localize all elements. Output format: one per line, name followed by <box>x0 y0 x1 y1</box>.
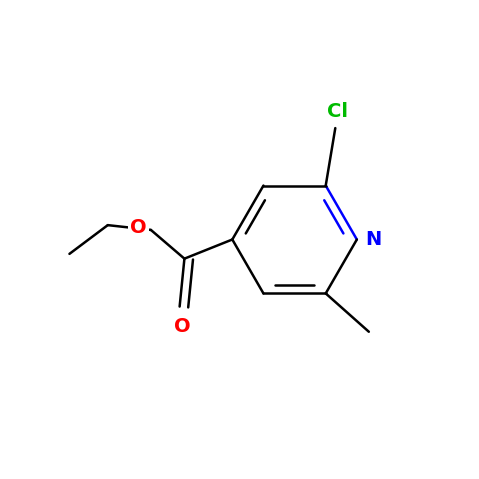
Text: O: O <box>130 218 147 237</box>
Text: N: N <box>365 230 382 249</box>
Text: Cl: Cl <box>327 102 348 121</box>
Text: O: O <box>174 317 190 336</box>
